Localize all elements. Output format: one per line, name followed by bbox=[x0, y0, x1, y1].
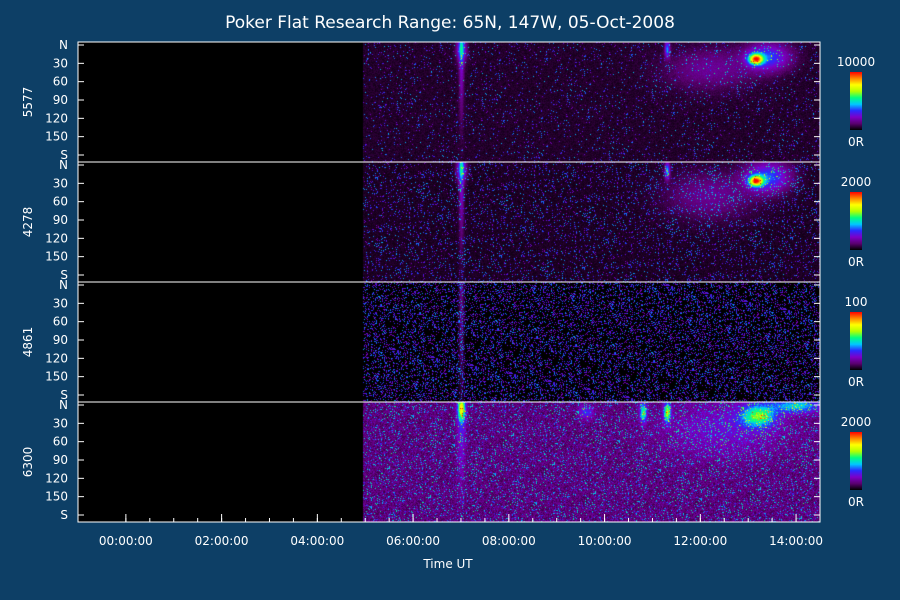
y-tick-label: N bbox=[59, 158, 68, 172]
panel-label: 6300 bbox=[21, 447, 35, 478]
panel-6300: N 30 60 90 120 150 S 6300 2000 0R bbox=[21, 398, 872, 523]
y-tick-label: S bbox=[60, 268, 68, 282]
y-tick-label: 60 bbox=[53, 315, 68, 329]
panel-4861: N 30 60 90 120 150 S 4861 100 0R bbox=[21, 278, 868, 403]
panel-5577: N 30 60 90 120 150 S 5577 10000 0R bbox=[21, 38, 875, 163]
y-tick-label: 60 bbox=[53, 75, 68, 89]
panels-group: N 30 60 90 120 150 S 5577 10000 0R N 30 60 90 120 150 S 4… bbox=[21, 38, 875, 523]
x-tick-label: 14:00:00 bbox=[769, 534, 823, 548]
y-tick-label: 120 bbox=[45, 111, 68, 125]
x-tick-label: 10:00:00 bbox=[578, 534, 632, 548]
y-tick-label: 90 bbox=[53, 93, 68, 107]
y-tick-label: 150 bbox=[45, 490, 68, 504]
x-axis-label: Time UT bbox=[422, 557, 473, 571]
y-tick-label: 150 bbox=[45, 370, 68, 384]
y-tick-label: N bbox=[59, 38, 68, 52]
y-tick-label: 90 bbox=[53, 453, 68, 467]
colorbar bbox=[850, 192, 862, 250]
y-tick-label: N bbox=[59, 398, 68, 412]
x-axis: 00:00:00 02:00:00 04:00:00 06:00:00 08:00:00… bbox=[99, 514, 823, 548]
panel-label: 4278 bbox=[21, 207, 35, 238]
colorbar-max-label: 10000 bbox=[837, 55, 875, 69]
y-tick-label: 30 bbox=[53, 296, 68, 310]
y-tick-label: S bbox=[60, 148, 68, 162]
heatmap-4278 bbox=[78, 162, 820, 282]
x-tick-label: 04:00:00 bbox=[290, 534, 344, 548]
heatmap-5577 bbox=[78, 42, 820, 162]
x-tick-label: 08:00:00 bbox=[482, 534, 536, 548]
colorbar-min-label: 0R bbox=[848, 375, 864, 389]
y-tick-label: 30 bbox=[53, 416, 68, 430]
y-tick-label: 150 bbox=[45, 250, 68, 264]
y-tick-label: 120 bbox=[45, 351, 68, 365]
colorbar bbox=[850, 312, 862, 370]
y-tick-label: 150 bbox=[45, 130, 68, 144]
x-tick-label: 02:00:00 bbox=[195, 534, 249, 548]
y-tick-label: 60 bbox=[53, 435, 68, 449]
colorbar-min-label: 0R bbox=[848, 255, 864, 269]
y-tick-label: 90 bbox=[53, 213, 68, 227]
colorbar-max-label: 2000 bbox=[841, 415, 872, 429]
colorbar-min-label: 0R bbox=[848, 135, 864, 149]
y-tick-label: 120 bbox=[45, 471, 68, 485]
x-tick-label: 00:00:00 bbox=[99, 534, 153, 548]
panel-4278: N 30 60 90 120 150 S 4278 2000 0R bbox=[21, 158, 872, 283]
colorbar-min-label: 0R bbox=[848, 495, 864, 509]
y-tick-label: 90 bbox=[53, 333, 68, 347]
heatmap-6300 bbox=[78, 402, 820, 522]
colorbar-max-label: 100 bbox=[845, 295, 868, 309]
colorbar-max-label: 2000 bbox=[841, 175, 872, 189]
colorbar bbox=[850, 432, 862, 490]
y-tick-label: S bbox=[60, 508, 68, 522]
y-tick-label: 60 bbox=[53, 195, 68, 209]
y-tick-label: N bbox=[59, 278, 68, 292]
heatmap-4861 bbox=[78, 282, 820, 402]
y-tick-label: 30 bbox=[53, 56, 68, 70]
panel-label: 4861 bbox=[21, 327, 35, 358]
y-tick-label: 120 bbox=[45, 231, 68, 245]
y-tick-label: 30 bbox=[53, 176, 68, 190]
x-tick-label: 12:00:00 bbox=[673, 534, 727, 548]
colorbar bbox=[850, 72, 862, 130]
panel-frame bbox=[77, 401, 821, 523]
x-tick-label: 06:00:00 bbox=[386, 534, 440, 548]
y-tick-label: S bbox=[60, 388, 68, 402]
chart-title: Poker Flat Research Range: 65N, 147W, 05… bbox=[225, 13, 675, 33]
panel-label: 5577 bbox=[21, 87, 35, 118]
